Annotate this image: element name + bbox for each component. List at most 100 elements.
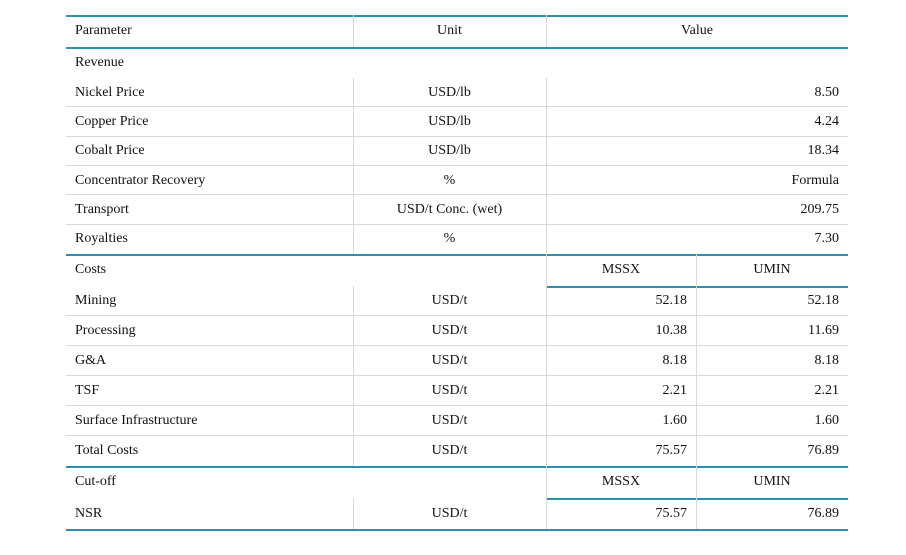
table-cell: Formula <box>791 172 839 188</box>
column-rule <box>546 15 547 47</box>
table-cell: USD/t <box>431 383 468 398</box>
table-cell: Cut-off <box>75 474 116 489</box>
table-cell: Surface Infrastructure <box>75 413 198 428</box>
table-cell: 4.24 <box>814 113 840 129</box>
table-cell: Total Costs <box>75 443 139 458</box>
table-cell: Costs <box>75 262 107 277</box>
table-cell: % <box>443 231 456 247</box>
table-cell: UMIN <box>753 474 791 489</box>
column-rule <box>696 254 697 286</box>
column-rule <box>353 498 354 529</box>
section-rule <box>66 254 848 256</box>
column-rule <box>353 15 354 47</box>
table-cell: NSR <box>75 505 103 521</box>
table-cell: 11.69 <box>808 323 839 338</box>
column-rule <box>546 166 547 196</box>
table-cell: 52.18 <box>807 293 840 308</box>
table-cell: % <box>443 172 456 188</box>
column-rule <box>353 346 354 376</box>
table-cell: 76.89 <box>807 505 840 521</box>
column-rule <box>353 224 354 254</box>
table-cell: MSSX <box>601 474 641 489</box>
table-cell: 1.60 <box>814 413 840 428</box>
table-cell: Copper Price <box>75 113 149 129</box>
table-cell: Royalties <box>75 231 128 247</box>
column-rule <box>353 406 354 436</box>
row-rule <box>66 345 848 346</box>
table-cell: USD/t <box>431 443 468 458</box>
column-rule <box>696 466 697 498</box>
section-rule <box>546 286 848 288</box>
section-rule <box>66 529 848 531</box>
row-rule <box>66 435 848 436</box>
table-cell: Mining <box>75 293 117 308</box>
table-cell: 8.50 <box>814 84 840 100</box>
section-rule <box>66 15 848 17</box>
column-rule <box>546 136 547 166</box>
column-rule <box>696 406 697 436</box>
section-rule <box>546 498 848 500</box>
table-cell: USD/t <box>431 323 468 338</box>
column-rule <box>353 195 354 225</box>
table-cell: Revenue <box>75 54 124 70</box>
row-rule <box>66 315 848 316</box>
table-cell: USD/t <box>431 413 468 428</box>
column-rule <box>546 286 547 316</box>
table-cell: Parameter <box>75 23 132 38</box>
table-cell: USD/t <box>431 293 468 308</box>
table-cell: MSSX <box>601 262 641 277</box>
column-rule <box>546 436 547 466</box>
section-rule <box>66 47 848 49</box>
table-cell: 75.57 <box>655 443 688 458</box>
table-cell: 209.75 <box>800 201 840 217</box>
table-cell: UMIN <box>753 262 791 277</box>
column-rule <box>546 224 547 254</box>
table-cell: 52.18 <box>655 293 688 308</box>
table-cell: TSF <box>75 383 100 398</box>
table-cell: Value <box>681 23 713 38</box>
row-rule <box>66 375 848 376</box>
table-cell: G&A <box>75 353 107 368</box>
table-cell: 8.18 <box>814 353 840 368</box>
column-rule <box>696 316 697 346</box>
table-cell: 2.21 <box>662 383 688 398</box>
row-rule <box>66 106 848 108</box>
column-rule <box>546 376 547 406</box>
table-cell: Processing <box>75 323 136 338</box>
column-rule <box>353 78 354 108</box>
column-rule <box>546 316 547 346</box>
column-rule <box>546 78 547 108</box>
row-rule <box>66 194 848 196</box>
column-rule <box>546 346 547 376</box>
column-rule <box>353 376 354 406</box>
table-cell: Transport <box>75 201 129 217</box>
table-cell: 7.30 <box>814 231 840 247</box>
column-rule <box>353 436 354 466</box>
column-rule <box>546 107 547 137</box>
table-cell: Concentrator Recovery <box>75 172 206 188</box>
column-rule <box>546 254 547 286</box>
table-cell: 18.34 <box>807 143 840 159</box>
column-rule <box>546 406 547 436</box>
column-rule <box>353 166 354 196</box>
column-rule <box>353 316 354 346</box>
column-rule <box>353 286 354 316</box>
table-cell: USD/t <box>431 505 468 521</box>
table-cell: USD/t Conc. (wet) <box>396 201 503 217</box>
row-rule <box>66 405 848 406</box>
column-rule <box>696 346 697 376</box>
column-rule <box>546 195 547 225</box>
column-rule <box>546 498 547 529</box>
row-rule <box>66 223 848 225</box>
section-rule <box>66 466 848 468</box>
table-cell: USD/lb <box>428 113 471 129</box>
table-cell: 8.18 <box>662 353 688 368</box>
table-cell: 75.57 <box>655 505 688 521</box>
column-rule <box>353 136 354 166</box>
column-rule <box>696 436 697 466</box>
column-rule <box>696 376 697 406</box>
table-cell: USD/lb <box>428 143 471 159</box>
table-cell: Unit <box>437 23 462 38</box>
table-cell: 2.21 <box>814 383 840 398</box>
